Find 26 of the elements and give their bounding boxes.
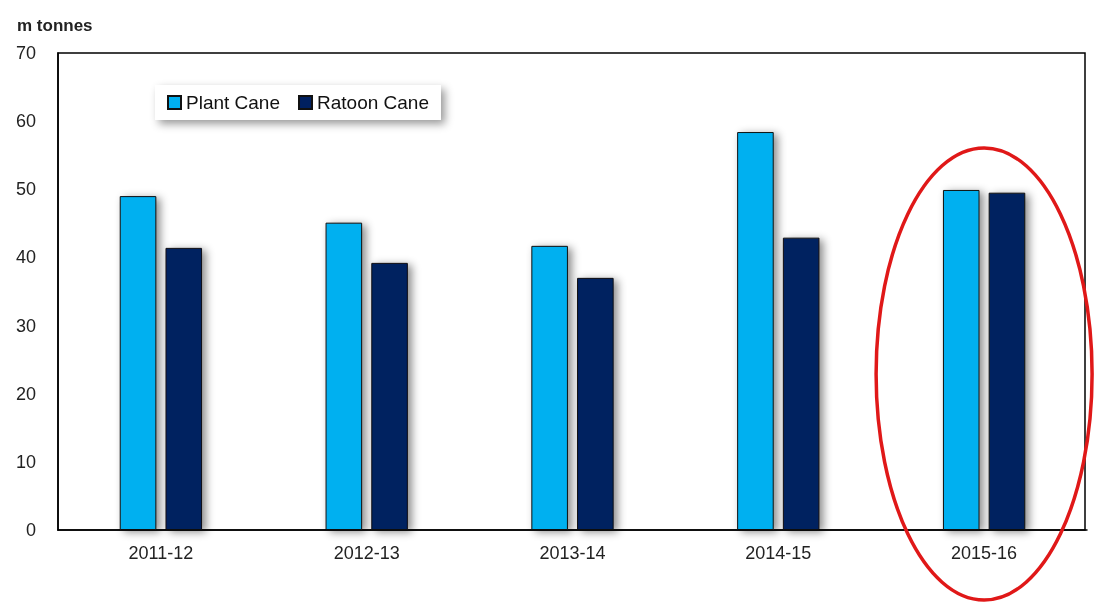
x-tick-label: 2013-14 <box>539 543 606 563</box>
bar <box>737 132 774 530</box>
y-axis-title: m tonnes <box>17 16 93 35</box>
y-tick-label: 20 <box>15 383 36 404</box>
bar <box>371 262 408 530</box>
bar <box>325 222 363 530</box>
bar <box>988 192 1026 530</box>
bar <box>577 277 614 530</box>
y-tick-label: 50 <box>15 179 36 200</box>
bar <box>531 245 568 530</box>
bar <box>782 237 820 530</box>
y-tick-label: 30 <box>15 315 36 336</box>
x-tick-label: 2011-12 <box>128 543 194 563</box>
y-tick-label: 10 <box>15 451 36 472</box>
bar <box>942 189 980 530</box>
legend-label: Plant Cane <box>186 92 281 113</box>
y-tick-label: 70 <box>15 43 36 63</box>
bar <box>119 196 157 530</box>
y-tick-label: 60 <box>15 111 36 132</box>
bar <box>165 247 203 530</box>
x-tick-label: 2012-13 <box>333 543 400 563</box>
legend-label: Ratoon Cane <box>317 92 429 113</box>
x-tick-label: 2014-15 <box>745 543 812 563</box>
x-tick-label: 2015-16 <box>951 543 1018 563</box>
y-tick-label: 40 <box>15 247 36 268</box>
y-tick-label: 0 <box>25 520 36 540</box>
